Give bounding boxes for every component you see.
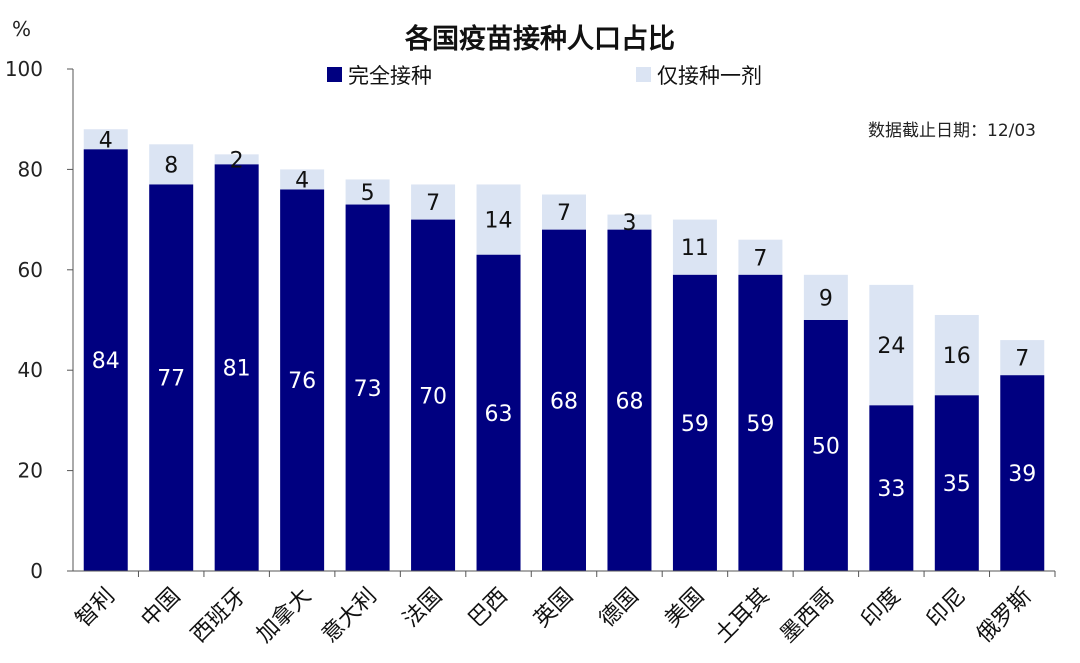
- bar-one-dose: [149, 144, 194, 185]
- data-label-fully-vaccinated: 76: [288, 369, 316, 394]
- data-label-one-dose: 2: [230, 148, 244, 173]
- bar-fully-vaccinated: [934, 395, 979, 571]
- data-label-fully-vaccinated: 50: [812, 435, 840, 460]
- y-tick-label: 20: [18, 459, 43, 483]
- data-label-one-dose: 4: [99, 128, 113, 153]
- x-tick-label: 中国: [137, 584, 186, 633]
- bar-fully-vaccinated: [214, 164, 259, 571]
- x-tick-label: 土耳其: [710, 584, 774, 648]
- data-label-fully-vaccinated: 70: [419, 384, 447, 409]
- data-label-one-dose: 7: [1015, 347, 1029, 372]
- bar-one-dose: [214, 154, 259, 165]
- bar-one-dose: [934, 314, 979, 396]
- bars: 8447788127647357076314687683591159750933…: [83, 128, 1045, 572]
- bar-one-dose: [476, 184, 521, 255]
- x-tick-label: 墨西哥: [776, 584, 840, 648]
- legend-swatch-one-dose: [636, 67, 651, 82]
- y-tick-label: 0: [30, 559, 43, 583]
- x-tick-label: 美国: [660, 584, 709, 633]
- bar-one-dose: [869, 284, 914, 406]
- data-label-fully-vaccinated: 84: [92, 349, 120, 374]
- bar-fully-vaccinated: [411, 219, 456, 571]
- data-label-one-dose: 4: [295, 168, 309, 193]
- x-tick-label: 巴西: [464, 584, 513, 633]
- data-label-fully-vaccinated: 73: [354, 377, 382, 402]
- bar-one-dose: [542, 194, 586, 230]
- x-tick-label: 西班牙: [187, 584, 251, 648]
- bar-fully-vaccinated: [83, 149, 128, 571]
- data-label-one-dose: 14: [485, 209, 513, 234]
- data-label-fully-vaccinated: 35: [943, 472, 971, 497]
- data-label-one-dose: 5: [361, 181, 375, 206]
- bar-one-dose: [411, 184, 456, 220]
- y-tick-label: 100: [5, 57, 43, 81]
- bar-one-dose: [738, 239, 783, 275]
- bar-fully-vaccinated: [542, 229, 586, 571]
- bar-fully-vaccinated: [476, 254, 521, 572]
- legend-label-one-dose: 仅接种一剂: [657, 64, 762, 88]
- x-tick-label: 智利: [71, 584, 120, 633]
- bar-fully-vaccinated: [345, 204, 390, 572]
- y-axis-label: %: [12, 17, 31, 41]
- legend: 完全接种 仅接种一剂: [327, 64, 762, 88]
- data-label-one-dose: 24: [877, 334, 905, 359]
- x-tick-label: 印度: [857, 584, 906, 633]
- data-label-fully-vaccinated: 39: [1008, 462, 1036, 487]
- bar-fully-vaccinated: [1000, 375, 1045, 571]
- data-label-one-dose: 8: [164, 153, 178, 178]
- data-label-fully-vaccinated: 68: [550, 389, 578, 414]
- bar-one-dose: [803, 274, 848, 320]
- bar-fully-vaccinated: [607, 229, 652, 571]
- x-tick-label: 德国: [595, 584, 644, 633]
- data-label-fully-vaccinated: 68: [615, 389, 643, 414]
- data-label-one-dose: 7: [557, 201, 571, 226]
- legend-label-fully-vaccinated: 完全接种: [348, 64, 432, 88]
- data-label-fully-vaccinated: 33: [877, 477, 905, 502]
- x-tick-label: 意大利: [317, 584, 381, 648]
- data-label-one-dose: 3: [622, 211, 636, 236]
- data-label-one-dose: 7: [753, 246, 767, 271]
- bar-one-dose: [1000, 340, 1045, 376]
- bar-one-dose: [607, 214, 652, 230]
- bar-one-dose: [83, 129, 128, 150]
- x-axis: 智利 中国 西班牙 加拿大 意大利 法国 巴西 英国 德国 美国 土耳其 墨西哥 印度 印尼 俄罗斯: [71, 570, 1056, 648]
- y-tick-label: 40: [18, 358, 43, 382]
- x-tick-label: 印尼: [922, 584, 971, 633]
- data-label-fully-vaccinated: 59: [746, 412, 774, 437]
- y-tick-label: 80: [18, 157, 43, 181]
- data-label-fully-vaccinated: 63: [485, 402, 513, 427]
- x-tick-label: 法国: [399, 584, 448, 633]
- x-tick-label: 俄罗斯: [972, 584, 1036, 648]
- data-label-one-dose: 9: [819, 286, 833, 311]
- y-tick-label: 60: [18, 258, 43, 282]
- bar-fully-vaccinated: [149, 184, 194, 571]
- bar-fully-vaccinated: [672, 274, 717, 571]
- bar-fully-vaccinated: [280, 189, 325, 572]
- chart-title: 各国疫苗接种人口占比: [404, 23, 675, 55]
- data-label-one-dose: 7: [426, 191, 440, 216]
- bar-one-dose: [345, 179, 390, 205]
- y-axis: 0 20 40 60 80 100: [5, 57, 74, 583]
- data-label-fully-vaccinated: 77: [157, 367, 185, 392]
- data-label-fully-vaccinated: 81: [223, 357, 251, 382]
- data-label-one-dose: 16: [943, 344, 971, 369]
- x-tick-label: 加拿大: [251, 583, 316, 648]
- x-tick-label: 英国: [529, 584, 578, 633]
- legend-swatch-fully-vaccinated: [327, 67, 342, 82]
- bar-fully-vaccinated: [869, 405, 914, 571]
- data-label-fully-vaccinated: 59: [681, 412, 709, 437]
- data-label-one-dose: 11: [681, 236, 709, 261]
- bar-fully-vaccinated: [738, 274, 783, 571]
- bar-one-dose: [280, 169, 325, 190]
- date-note: 数据截止日期：12/03: [868, 121, 1036, 141]
- bar-fully-vaccinated: [803, 320, 848, 571]
- bar-one-dose: [672, 219, 717, 275]
